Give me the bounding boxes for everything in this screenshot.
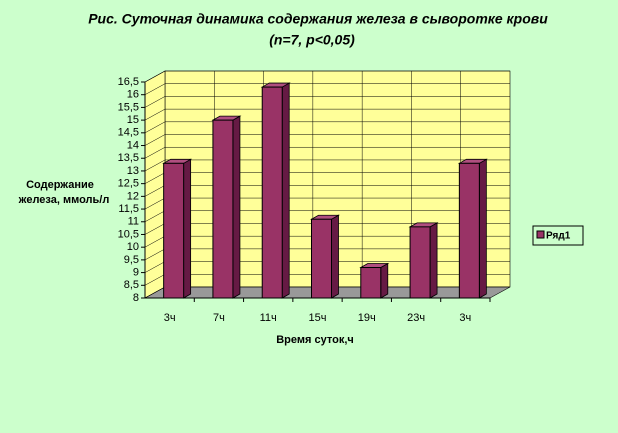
y-tick-label: 10,5 — [118, 228, 139, 240]
side-wall — [144, 70, 166, 299]
x-axis-label: Время суток,ч — [276, 334, 354, 346]
y-tick-label: 12 — [127, 190, 139, 202]
bar-side — [281, 82, 290, 299]
y-tick-label: 12,5 — [118, 178, 139, 190]
bar-side — [232, 115, 241, 299]
y-tick-label: 15,5 — [118, 101, 139, 113]
bar-side — [183, 158, 192, 299]
y-tick-label: 9 — [133, 266, 139, 278]
y-axis-label: Содержание — [26, 179, 94, 191]
grid-line — [144, 146, 510, 159]
y-tick-label: 13 — [127, 165, 139, 177]
x-tick-label: 19ч — [358, 312, 376, 324]
x-tick-label: 23ч — [407, 312, 425, 324]
y-tick-label: 13,5 — [118, 152, 139, 164]
y-tick-label: 11,5 — [118, 203, 139, 215]
y-tick-label: 14,5 — [118, 127, 139, 139]
grid-line — [144, 108, 510, 121]
bar — [409, 226, 431, 299]
chart-subtitle: (n=7, p<0,05) — [269, 32, 355, 48]
grid-line — [144, 70, 510, 83]
legend-swatch — [536, 230, 545, 239]
y-axis-label: железа, ммоль/л — [18, 194, 110, 206]
y-tick-label: 15 — [127, 114, 139, 126]
grid-line — [144, 96, 510, 108]
bar — [163, 162, 185, 299]
y-tick-label: 16,5 — [118, 76, 139, 88]
bar — [311, 218, 332, 299]
x-tick-label: 15ч — [309, 312, 327, 324]
bar-side — [380, 262, 389, 299]
bar — [458, 162, 480, 299]
y-tick-label: 11 — [128, 216, 139, 228]
bar — [212, 119, 234, 299]
x-tick-label: 11ч — [260, 312, 277, 324]
bar — [261, 86, 283, 299]
x-tick-label: 3ч — [164, 312, 176, 324]
y-tick-label: 16 — [127, 89, 139, 101]
y-tick-label: 9,5 — [124, 254, 139, 266]
legend-label: Ряд1 — [546, 231, 571, 242]
y-tick-label: 8 — [133, 292, 139, 304]
chart-title: Рис. Суточная динамика содержания железа… — [88, 11, 548, 27]
y-tick-label: 8,5 — [124, 279, 139, 291]
grid-line — [144, 159, 510, 172]
legend-box — [532, 225, 584, 246]
grid-line — [144, 121, 510, 134]
y-tick-label: 10 — [127, 241, 139, 253]
bar-side — [478, 158, 487, 299]
y-tick-label: 14 — [127, 139, 139, 151]
grid-line — [144, 134, 510, 146]
grid-line — [144, 83, 510, 95]
bar-side — [429, 222, 438, 299]
bar-side — [331, 214, 339, 299]
x-tick-label: 7ч — [213, 312, 225, 324]
x-tick-label: 3ч — [459, 312, 471, 324]
bar — [360, 267, 382, 299]
